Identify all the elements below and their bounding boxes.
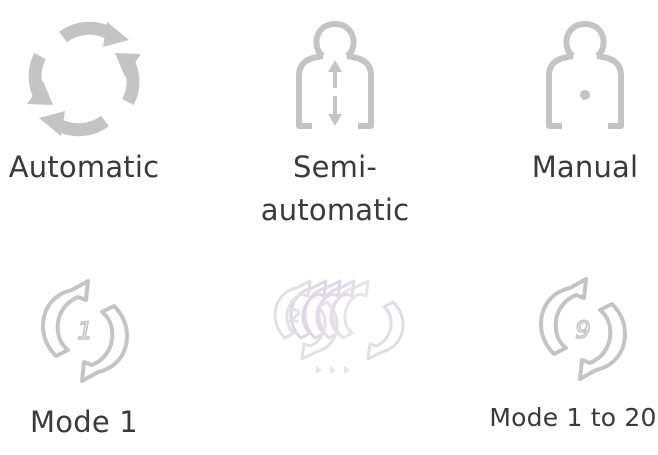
program-mode-1-label: Mode 1 [30, 405, 138, 439]
svg-text:2: 2 [289, 306, 300, 327]
svg-text:1: 1 [77, 317, 92, 345]
svg-text:9: 9 [575, 316, 590, 344]
mode-semi-automatic-label-line1: Semi- [292, 150, 378, 184]
cycle-number-icon: 1 [30, 276, 140, 386]
program-mode-1-to-20-label: Mode 1 to 20 [489, 403, 657, 432]
person-dot-icon [540, 16, 630, 136]
person-up-down-arrows-icon [290, 16, 380, 136]
mode-semi-automatic-label-line2: automatic [260, 193, 410, 227]
cycle-sequence-icon: 2 [262, 278, 412, 378]
mode-manual-label: Manual [531, 150, 639, 184]
circular-arrows-icon [25, 20, 143, 138]
cycle-number-icon: 9 [528, 274, 638, 384]
mode-automatic-label: Automatic [8, 150, 160, 184]
